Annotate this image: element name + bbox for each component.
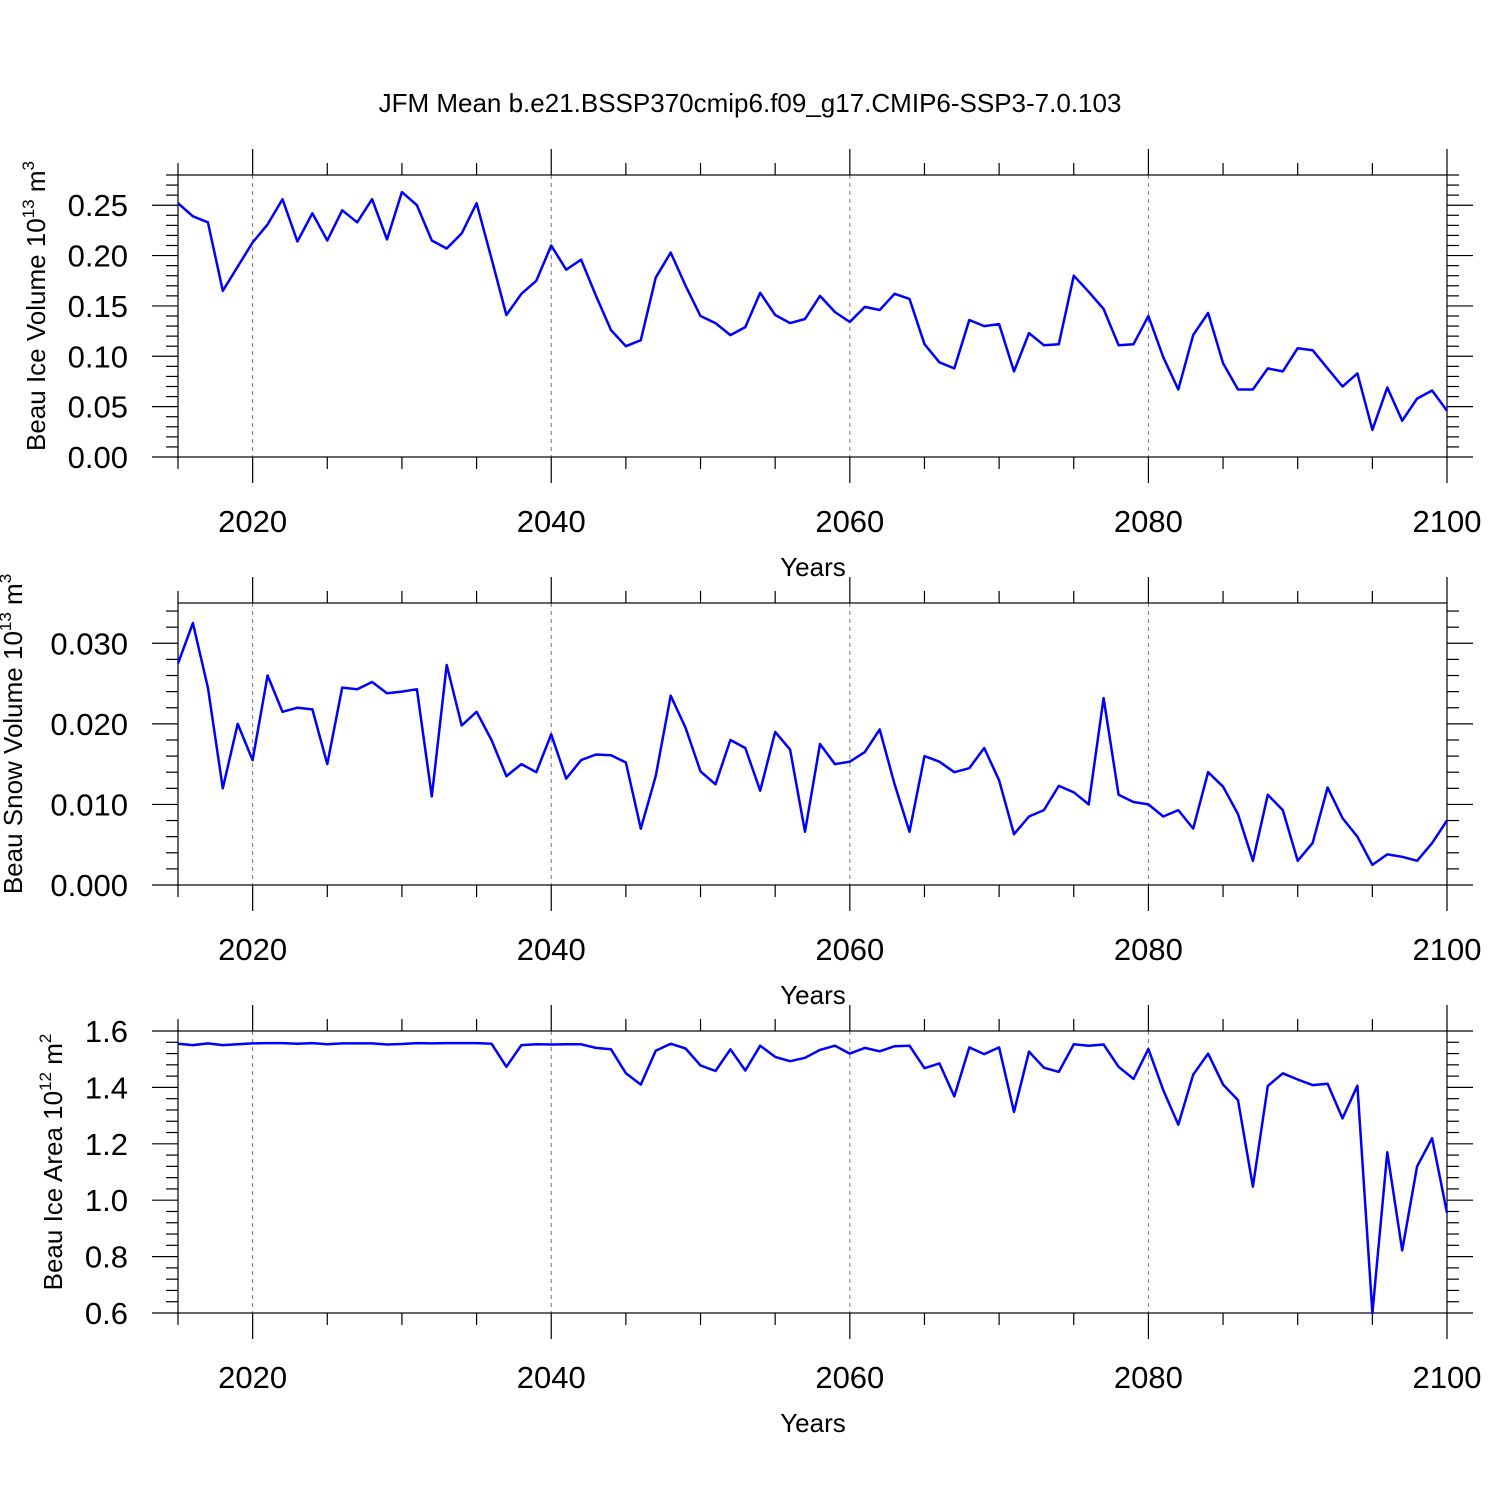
y-tick-label: 0.8 xyxy=(85,1240,128,1275)
panel-3: 0.6 0.8 1.0 1.2 1.4 1.6 2020 2040 2060 2080 2100 Ye… xyxy=(36,1005,1481,1438)
x-tick-label: 2080 xyxy=(1114,932,1183,967)
x-axis-label: Years xyxy=(780,552,846,582)
y-axis-label-exponent: 12 xyxy=(36,1072,55,1091)
x-tick-label: 2100 xyxy=(1413,1360,1482,1395)
y-axis-label-unit-exponent: 2 xyxy=(36,1034,55,1043)
x-tick-label: 2060 xyxy=(815,1360,884,1395)
series-line xyxy=(177,190,1449,432)
x-tick-label: 2020 xyxy=(218,504,287,539)
x-tick-label: 2080 xyxy=(1114,504,1183,539)
y-tick-label: 0.20 xyxy=(68,239,128,274)
panel-2: 0.000 0.010 0.020 0.030 2020 2040 2060 2080 2100… xyxy=(0,574,1481,1010)
x-tick-label: 2020 xyxy=(218,1360,287,1395)
x-tick-label: 2040 xyxy=(517,932,586,967)
y-tick-label: 0.020 xyxy=(50,707,128,742)
x-tick-label: 2060 xyxy=(815,932,884,967)
y-tick-label: 0.25 xyxy=(68,188,128,223)
y-axis-label-exponent: 13 xyxy=(0,612,15,631)
y-tick-label: 1.2 xyxy=(85,1127,128,1162)
x-tick-label: 2020 xyxy=(218,932,287,967)
y-tick-label: 0.05 xyxy=(68,390,128,425)
series-line xyxy=(176,621,1449,867)
y-tick-label: 0.6 xyxy=(85,1296,128,1331)
y-axis-label: Beau Snow Volume 1013 m3 xyxy=(0,574,28,894)
y-tick-label: 0.15 xyxy=(68,289,128,324)
x-tick-label: 2040 xyxy=(517,504,586,539)
x-axis-label: Years xyxy=(780,980,846,1010)
plot-frame xyxy=(177,1030,1448,1314)
plot-frame xyxy=(177,174,1448,458)
y-tick-label: 0.010 xyxy=(50,787,128,822)
series-line xyxy=(177,1041,1449,1315)
y-axis-label-unit: m xyxy=(0,583,28,612)
y-tick-label: 0.000 xyxy=(50,868,128,903)
y-axis-label-text: Beau Ice Area 10 xyxy=(38,1091,68,1290)
x-tick-label: 2060 xyxy=(815,504,884,539)
y-axis-label-text: Beau Ice Volume 10 xyxy=(21,218,51,451)
y-axis-label-unit: m xyxy=(21,170,51,199)
x-tick-label: 2100 xyxy=(1413,932,1482,967)
panel-1: 0.00 0.05 0.10 0.15 0.20 0.25 2020 2040 2060 2080… xyxy=(19,149,1481,582)
figure-title: JFM Mean b.e21.BSSP370cmip6.f09_g17.CMIP… xyxy=(379,88,1122,118)
plot-frame xyxy=(177,602,1448,886)
y-tick-label: 1.6 xyxy=(85,1014,128,1049)
y-axis-label-text: Beau Snow Volume 10 xyxy=(0,631,28,894)
y-axis-label-unit: m xyxy=(38,1043,68,1072)
y-tick-label: 1.0 xyxy=(85,1183,128,1218)
x-tick-label: 2040 xyxy=(517,1360,586,1395)
y-axis-label-exponent: 13 xyxy=(19,199,38,218)
x-tick-label: 2080 xyxy=(1114,1360,1183,1395)
y-tick-label: 0.10 xyxy=(68,339,128,374)
y-axis-label-unit-exponent: 3 xyxy=(19,161,38,170)
y-tick-label: 1.4 xyxy=(85,1070,128,1105)
y-axis-label: Beau Ice Volume 1013 m3 xyxy=(19,161,51,451)
x-tick-label: 2100 xyxy=(1413,504,1482,539)
y-axis-label-unit-exponent: 3 xyxy=(0,574,15,583)
y-tick-label: 0.00 xyxy=(68,440,128,475)
y-tick-label: 0.030 xyxy=(50,626,128,661)
y-axis-label: Beau Ice Area 1012 m2 xyxy=(36,1034,68,1291)
x-axis-label: Years xyxy=(780,1408,846,1438)
